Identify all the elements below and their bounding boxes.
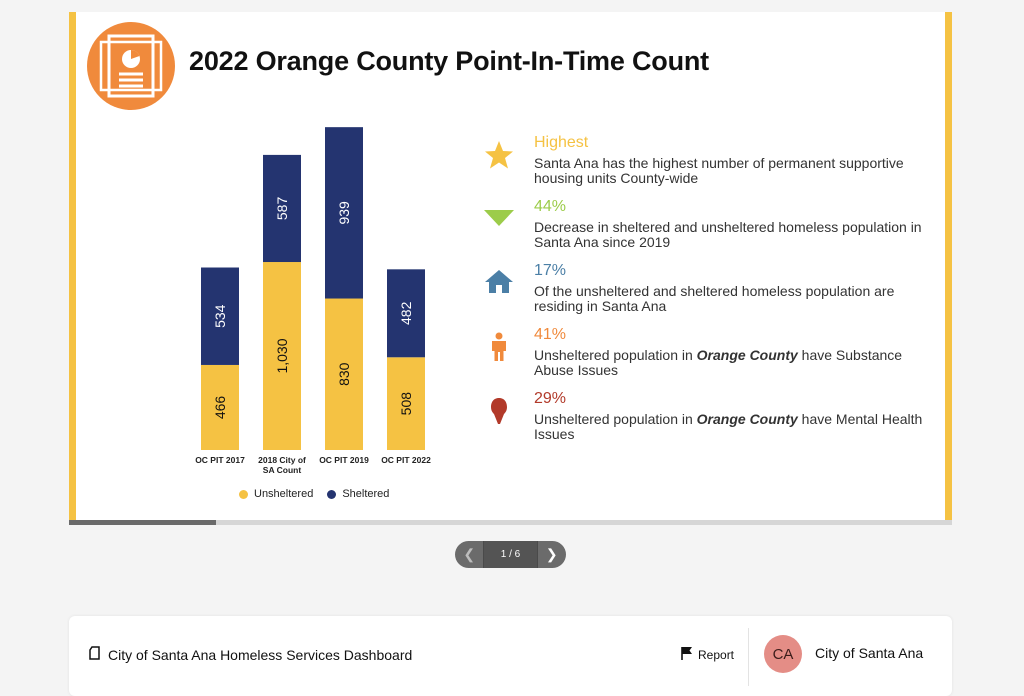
stat-value: Highest — [534, 134, 589, 151]
bar-sheltered-1 — [263, 154, 301, 263]
stat-description: Decrease in sheltered and unsheltered ho… — [534, 219, 922, 250]
data-label-unsheltered-1: 1,030 — [274, 338, 290, 373]
chart-legend: Unsheltered Sheltered — [239, 488, 389, 500]
dashboard-title-label: City of Santa Ana Homeless Services Dash… — [108, 646, 413, 663]
stat-description-prefix: Unsheltered population in — [534, 411, 697, 427]
bar-sheltered-0 — [201, 267, 239, 365]
bar-unsheltered-3 — [387, 357, 425, 450]
page-title: 2022 Orange County Point-In-Time Count — [189, 46, 709, 76]
flag-icon — [681, 646, 693, 663]
report-document-icon — [87, 22, 175, 110]
stat-value: 29% — [534, 390, 567, 407]
x-tick-label-2: OC PIT 2019 — [319, 455, 369, 465]
slide-card: 2022 Orange County Point-In-Time Count 4… — [69, 12, 952, 520]
data-label-sheltered-1: 587 — [274, 197, 290, 221]
stat-description-emphasis: Orange County — [696, 411, 798, 427]
data-label-unsheltered-3: 508 — [398, 392, 414, 416]
slide-progress-fill — [69, 520, 217, 525]
legend-swatch-sheltered — [327, 489, 337, 499]
stat-value: 41% — [534, 326, 567, 343]
chevron-left-icon: ❮ — [463, 546, 476, 562]
avatar[interactable]: CA — [764, 635, 802, 673]
page-icon — [89, 646, 100, 663]
chevron-right-icon: ❯ — [545, 546, 558, 562]
stat-description: Unsheltered population in Orange County … — [534, 412, 934, 442]
triangle-down-icon — [482, 204, 516, 234]
data-label-sheltered-2: 939 — [336, 201, 352, 225]
stat-description: Santa Ana has the highest number of perm… — [534, 155, 904, 186]
report-label: Report — [698, 647, 735, 662]
x-tick-label-1: 2018 City of — [258, 455, 306, 465]
slide-progress-bar — [69, 520, 952, 525]
bar-unsheltered-1 — [263, 262, 301, 450]
star-icon — [482, 140, 516, 170]
stat-description: Of the unsheltered and sheltered homeles… — [534, 283, 895, 314]
stat-description-emphasis: Orange County — [696, 347, 798, 363]
previous-slide-button[interactable]: ❮ — [455, 541, 483, 568]
bar-unsheltered-2 — [325, 298, 363, 450]
head-profile-icon — [482, 396, 516, 426]
bar-sheltered-3 — [387, 269, 425, 358]
report-button[interactable]: Report — [681, 646, 734, 663]
stat-description-prefix: Unsheltered population in — [534, 347, 697, 363]
footer-bar: City of Santa Ana Homeless Services Dash… — [69, 616, 952, 696]
stacked-bar-chart: 466 534 OC PIT 2017 1,030 587 2018 City ofSA … — [195, 127, 431, 475]
legend-label-sheltered: Sheltered — [342, 488, 390, 500]
stat-value: 44% — [534, 198, 567, 215]
x-tick-label-1: SA Count — [263, 465, 302, 475]
x-tick-label-0: OC PIT 2017 — [195, 455, 245, 465]
slide-pager: ❮ 1 / 6 ❯ — [455, 541, 566, 568]
data-label-sheltered-3: 482 — [398, 301, 414, 325]
bar-sheltered-2 — [325, 127, 363, 299]
stat-description-suffix: have Substance Abuse Issues — [534, 347, 903, 378]
person-icon — [482, 332, 516, 362]
slide-counter: 1 / 6 — [483, 541, 538, 568]
organization-name[interactable]: City of Santa Ana — [815, 645, 924, 661]
stat-description-suffix: have Mental Health Issues — [534, 411, 923, 442]
x-tick-label-3: OC PIT 2022 — [381, 455, 431, 465]
legend-item-sheltered: Sheltered — [327, 488, 389, 500]
bar-unsheltered-0 — [201, 364, 239, 450]
stat-value: 17% — [534, 262, 567, 279]
legend-label-unsheltered: Unsheltered — [254, 488, 314, 500]
house-icon — [482, 268, 516, 298]
data-label-unsheltered-0: 466 — [212, 396, 228, 420]
data-label-sheltered-0: 534 — [212, 304, 228, 328]
footer-divider — [748, 628, 749, 686]
data-label-unsheltered-2: 830 — [336, 362, 352, 386]
dashboard-title[interactable]: City of Santa Ana Homeless Services Dash… — [89, 646, 412, 663]
legend-item-unsheltered: Unsheltered — [239, 488, 313, 500]
next-slide-button[interactable]: ❯ — [538, 541, 566, 568]
stat-description: Unsheltered population in Orange County … — [534, 348, 934, 378]
legend-swatch-unsheltered — [239, 489, 248, 499]
